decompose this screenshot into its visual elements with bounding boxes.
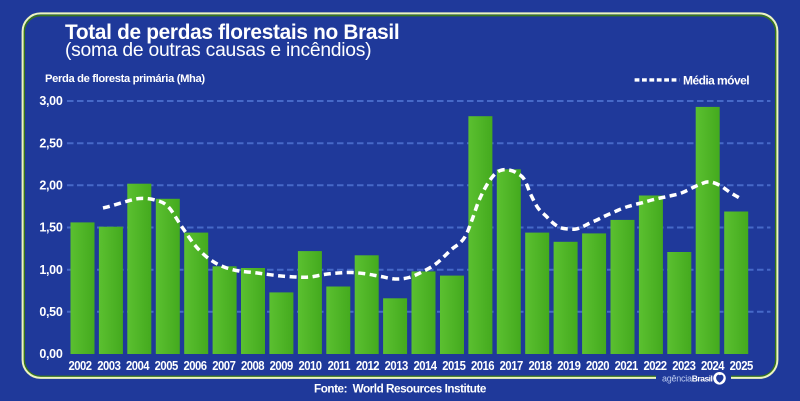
svg-text:1,00: 1,00 — [39, 263, 62, 277]
svg-text:3,00: 3,00 — [39, 94, 62, 108]
svg-text:2022: 2022 — [643, 358, 667, 373]
svg-text:2023: 2023 — [672, 358, 696, 373]
svg-text:2005: 2005 — [155, 358, 179, 373]
svg-text:Média móvel: Média móvel — [683, 74, 749, 88]
svg-text:0,00: 0,00 — [39, 347, 62, 361]
svg-text:2011: 2011 — [328, 358, 351, 373]
svg-text:0,50: 0,50 — [39, 305, 62, 319]
svg-text:Fonte: World Resources Instit: Fonte: World Resources Institute — [314, 383, 487, 396]
svg-text:Total de perdas florestais no: Total de perdas florestais no Brasil — [65, 21, 399, 44]
svg-text:2,00: 2,00 — [39, 179, 62, 193]
svg-text:2002: 2002 — [68, 358, 92, 373]
svg-text:2014: 2014 — [413, 358, 437, 373]
svg-text:2021: 2021 — [615, 358, 639, 373]
svg-text:2010: 2010 — [298, 358, 322, 373]
svg-text:2024: 2024 — [701, 358, 725, 373]
svg-text:2008: 2008 — [241, 358, 265, 373]
svg-text:(soma de outras causas e incên: (soma de outras causas e incêndios) — [65, 40, 371, 61]
svg-text:2016: 2016 — [471, 358, 495, 373]
svg-text:2004: 2004 — [126, 358, 150, 373]
svg-text:2007: 2007 — [212, 358, 236, 373]
svg-text:1,50: 1,50 — [39, 221, 62, 235]
svg-text:Perda de floresta primária (Mh: Perda de floresta primária (Mha) — [45, 73, 205, 85]
svg-text:2013: 2013 — [385, 358, 409, 373]
svg-text:2018: 2018 — [528, 358, 552, 373]
svg-text:2015: 2015 — [442, 358, 466, 373]
svg-text:2012: 2012 — [356, 358, 380, 373]
svg-text:2,50: 2,50 — [39, 136, 62, 150]
svg-text:2017: 2017 — [500, 358, 524, 373]
svg-text:2025: 2025 — [730, 358, 754, 373]
svg-text:2006: 2006 — [183, 358, 207, 373]
svg-text:agênciaBrasil: agênciaBrasil — [662, 374, 713, 384]
svg-text:2019: 2019 — [557, 358, 581, 373]
svg-text:2020: 2020 — [586, 358, 610, 373]
svg-text:2009: 2009 — [270, 358, 294, 373]
svg-text:2003: 2003 — [97, 358, 121, 373]
